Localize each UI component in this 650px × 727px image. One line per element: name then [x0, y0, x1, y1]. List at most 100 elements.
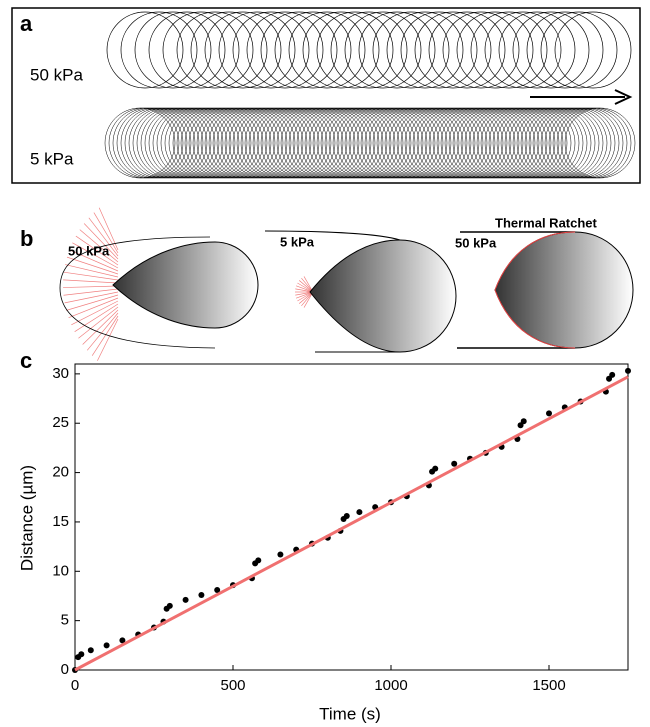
cell-outline: [120, 107, 192, 179]
ray: [69, 249, 119, 272]
ray: [72, 242, 119, 269]
cell-outline: [190, 11, 268, 89]
cell-outline: [356, 107, 428, 179]
cell-edge: [494, 231, 576, 349]
x-tick-label: 0: [71, 677, 79, 694]
y-tick-label: 25: [52, 414, 69, 431]
cell-outline: [340, 107, 412, 179]
cell-outline: [228, 107, 300, 179]
cell-outline: [256, 107, 328, 179]
cell-outline: [160, 107, 232, 179]
cell-outline: [372, 11, 450, 89]
cell-outline: [420, 107, 492, 179]
plot: 0 500 1000 1500 0 5 10 15 20 25 30: [52, 363, 631, 694]
cell-outline: [260, 11, 338, 89]
data-point: [356, 509, 363, 516]
ray: [66, 256, 119, 275]
cell-outline: [360, 107, 432, 179]
cell-outline: [272, 107, 344, 179]
cell-outline: [172, 107, 244, 179]
cell-outline: [300, 107, 372, 179]
cell-outline: [468, 107, 540, 179]
ray: [82, 309, 119, 345]
cell-outline: [316, 107, 388, 179]
x-tick-label: 1500: [532, 677, 565, 694]
cell-outline: [348, 107, 420, 179]
ray: [79, 229, 119, 263]
cell-outline: [428, 107, 500, 179]
cell-outline: [148, 11, 226, 89]
cell-outline: [544, 107, 616, 179]
y-axis-label: Distance (µm): [17, 465, 36, 571]
ray: [74, 303, 119, 332]
cell-outline: [500, 107, 572, 179]
cell-outline: [152, 107, 224, 179]
data-point: [119, 637, 126, 644]
cell-outline: [232, 107, 304, 179]
cell-outline: [296, 107, 368, 179]
cell-outline: [328, 107, 400, 179]
ray: [93, 212, 119, 254]
ray: [71, 300, 119, 326]
cell-outline: [168, 107, 240, 179]
ray: [63, 285, 119, 288]
data-point: [609, 371, 616, 378]
data-point: [520, 418, 527, 425]
cell-outline: [140, 107, 212, 179]
data-point: [625, 367, 631, 374]
cell-outline: [164, 107, 236, 179]
cell-label: 5 kPa: [280, 234, 315, 249]
cell-outline: [372, 107, 444, 179]
cell-outline: [488, 107, 560, 179]
cell-outline: [392, 107, 464, 179]
ray: [297, 282, 314, 293]
cell-outline: [184, 107, 256, 179]
cell-outline: [218, 11, 296, 89]
cell-outline: [552, 107, 624, 179]
ray: [75, 235, 119, 266]
y-tick-label: 15: [52, 513, 69, 530]
cell-outline: [302, 11, 380, 89]
cell-outline: [460, 107, 532, 179]
ray: [298, 280, 314, 293]
cell-label: 50 kPa: [68, 243, 110, 258]
data-point: [166, 602, 173, 609]
cell-outline: [442, 11, 520, 89]
ray: [98, 207, 119, 251]
cell-outline: [280, 107, 352, 179]
cell-outline: [532, 107, 604, 179]
cell-outline: [508, 107, 580, 179]
arrow-head: [614, 89, 633, 105]
cell: [112, 241, 259, 329]
cell-outline: [484, 107, 556, 179]
cell-outline: [524, 107, 596, 179]
cell-outline: [320, 107, 392, 179]
cell-outline: [470, 11, 548, 89]
cell-outline: [292, 107, 364, 179]
cell-outline: [504, 107, 576, 179]
cell-outline: [448, 107, 520, 179]
cell-outline: [176, 107, 248, 179]
cell-outline: [428, 11, 506, 89]
cell-outline: [204, 107, 276, 179]
cell-outline: [276, 107, 348, 179]
cell-outline: [540, 107, 612, 179]
cell-outline: [396, 107, 468, 179]
cell-outline: [512, 11, 590, 89]
cell-outline: [248, 107, 320, 179]
cell-outline: [564, 107, 636, 179]
data-point: [343, 513, 350, 520]
cell-outline: [492, 107, 564, 179]
cell-outline: [204, 11, 282, 89]
cell-outline: [208, 107, 280, 179]
data-point: [103, 642, 110, 649]
cell-outline: [400, 107, 472, 179]
cell: [494, 231, 634, 349]
cell-outline: [444, 107, 516, 179]
ray: [63, 279, 119, 284]
y-tick-label: 20: [52, 464, 69, 481]
cell-outline: [432, 107, 504, 179]
cell-outline: [464, 107, 536, 179]
ray: [88, 217, 119, 257]
